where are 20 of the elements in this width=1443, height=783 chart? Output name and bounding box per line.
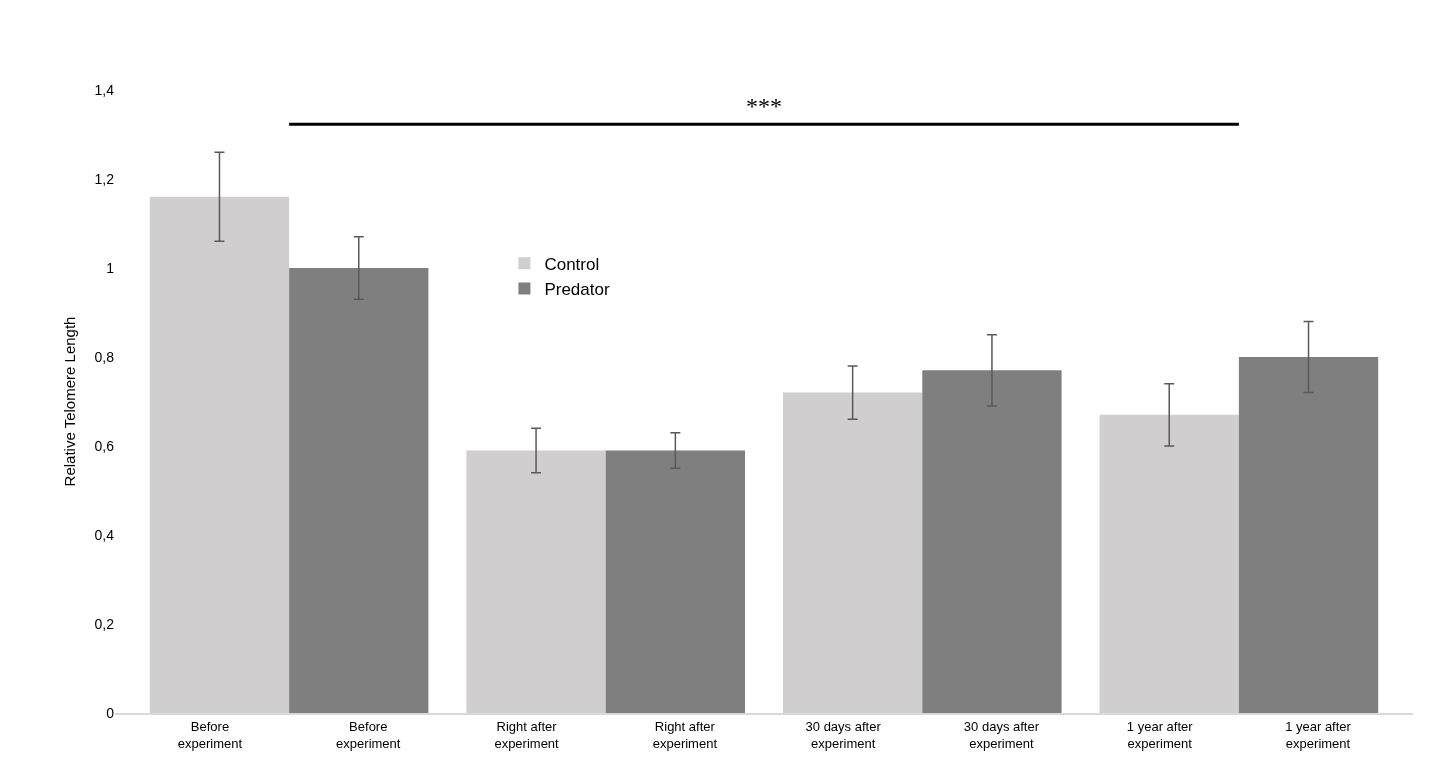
legend-label: Predator [544, 280, 610, 300]
y-tick-label: 0,6 [94, 437, 115, 454]
annotation: *** [746, 93, 782, 119]
x-tick-label: 1 year after experiment [1285, 718, 1352, 751]
x-tick-label: 30 days after experiment [805, 718, 882, 751]
x-tick-label: 1 year after experiment [1126, 718, 1194, 751]
legend-label: Control [544, 254, 600, 274]
y-axis-title: Relative Telomere Length [60, 316, 78, 487]
x-tick-label: Right after experiment [494, 718, 560, 751]
y-tick-label: 0 [106, 704, 115, 721]
y-tick-label: 0,8 [94, 348, 115, 365]
x-tick-label: Before experiment [336, 718, 401, 751]
y-tick-label: 1,2 [94, 170, 115, 187]
y-tick-label: 0,2 [94, 615, 115, 632]
x-tick-label: Right after experiment [652, 718, 718, 751]
x-tick-label: 30 days after experiment [963, 718, 1040, 751]
y-tick-label: 0,4 [94, 526, 115, 543]
y-tick-label: 1,4 [94, 81, 115, 98]
x-tick-label: Before experiment [177, 718, 243, 751]
y-tick-label: 1 [106, 259, 115, 276]
